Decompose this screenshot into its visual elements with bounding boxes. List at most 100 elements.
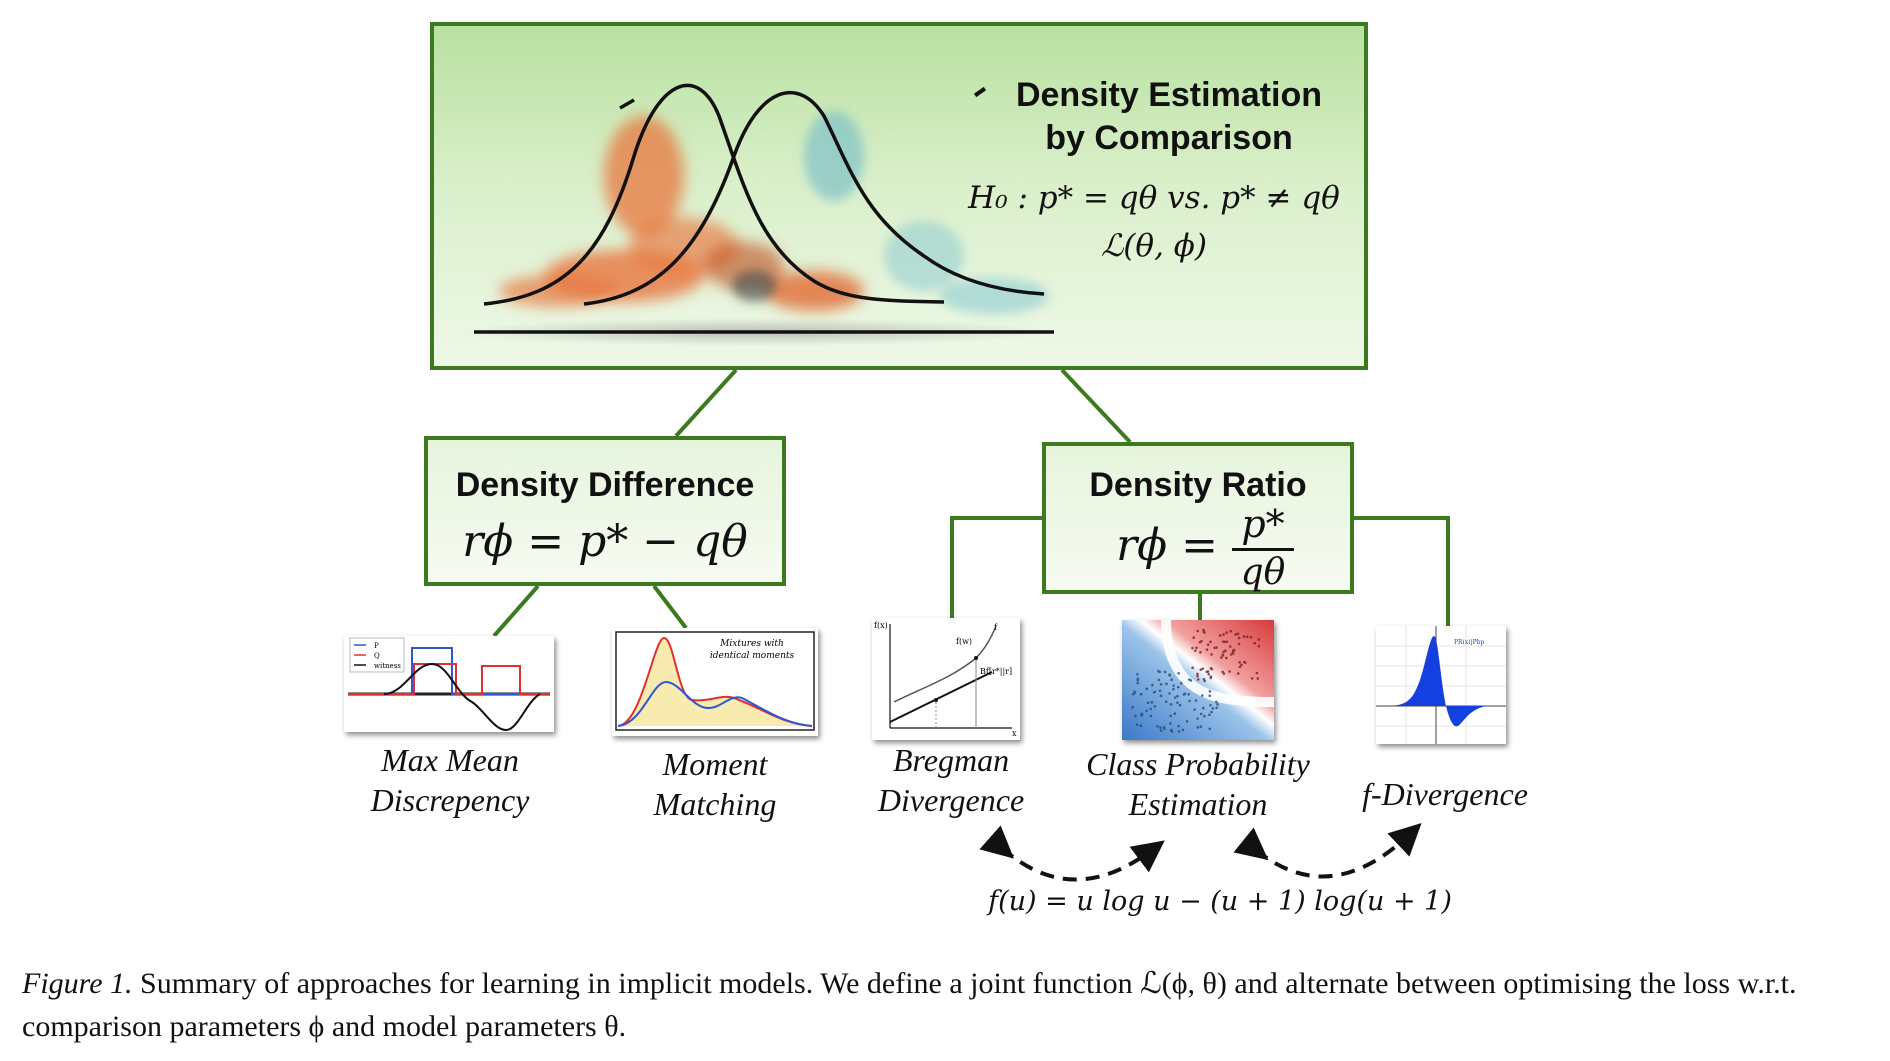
scatter-point-blue	[1140, 712, 1144, 716]
scatter-point-blue	[1209, 703, 1212, 707]
scatter-point-blue	[1188, 699, 1191, 703]
moment-thumbnail: Mixtures with identical moments	[612, 628, 818, 736]
scatter-point-blue	[1157, 678, 1161, 682]
scatter-point-red	[1205, 648, 1209, 651]
fdiv-thumb-label: PR(x)|Pbp	[1454, 639, 1485, 646]
scatter-point-blue	[1131, 705, 1134, 709]
scatter-point-blue	[1156, 724, 1159, 728]
equivalence-formula: f(u) = u log u − (u + 1) log(u + 1)	[988, 886, 1452, 917]
scatter-point-red	[1228, 645, 1232, 648]
scatter-point-blue	[1168, 674, 1172, 677]
legend-witness: witness	[374, 662, 401, 670]
fdiv-thumbnail: PR(x)|Pbp	[1376, 626, 1506, 744]
scatter-point-blue	[1151, 683, 1154, 687]
scatter-point-blue	[1159, 729, 1163, 732]
scatter-point-blue	[1162, 725, 1166, 729]
scatter-point-blue	[1163, 670, 1167, 674]
scatter-point-red	[1243, 660, 1246, 664]
scatter-point-blue	[1131, 692, 1135, 696]
scatter-point-red	[1191, 646, 1194, 650]
scatter-point-red	[1191, 666, 1194, 670]
scatter-point-blue	[1139, 724, 1143, 728]
connector-mmd	[492, 584, 540, 638]
scatter-point-red	[1236, 632, 1240, 636]
scatter-point-blue	[1173, 696, 1177, 699]
scatter-point-blue	[1176, 701, 1179, 704]
scatter-point-red	[1207, 672, 1211, 676]
scatter-point-blue	[1215, 700, 1218, 704]
scatter-point-blue	[1193, 708, 1196, 711]
scatter-point-blue	[1209, 675, 1213, 678]
scatter-point-red	[1257, 644, 1261, 648]
scatter-point-blue	[1159, 694, 1163, 698]
scatter-point-blue	[1168, 692, 1171, 695]
scatter-point-blue	[1196, 717, 1199, 720]
connector-fdiv	[1354, 516, 1450, 626]
scatter-point-blue	[1134, 714, 1137, 718]
bregman-fw: f(w)	[956, 637, 972, 646]
scatter-point-red	[1222, 650, 1225, 654]
scatter-point-red	[1225, 656, 1228, 660]
scatter-point-blue	[1164, 700, 1168, 703]
scatter-point-blue	[1170, 730, 1174, 733]
scatter-point-blue	[1159, 726, 1162, 729]
scatter-point-blue	[1177, 724, 1180, 728]
scatter-point-red	[1234, 633, 1237, 636]
scatter-point-blue	[1189, 679, 1193, 682]
arrow-classprob-fdiv	[1233, 822, 1422, 879]
scatter-point-blue	[1135, 723, 1139, 726]
scatter-point-red	[1222, 672, 1226, 675]
figure-caption: Figure 1. Summary of approaches for lear…	[22, 962, 1882, 1048]
connector-top-left	[674, 368, 738, 438]
bregman-thumbnail: f(x) f(w) f Bf[r*||r] x	[872, 618, 1020, 740]
scatter-point-blue	[1150, 701, 1154, 704]
legend-p: P	[374, 642, 379, 650]
scatter-point-blue	[1176, 694, 1179, 698]
scatter-point-blue	[1173, 712, 1177, 715]
scatter-point-red	[1256, 677, 1260, 680]
scatter-point-blue	[1172, 684, 1175, 687]
scatter-point-blue	[1153, 704, 1157, 708]
scatter-point-red	[1255, 671, 1259, 675]
density-ratio-heading: Density Ratio	[1089, 466, 1307, 504]
mmd-thumbnail: P Q witness	[344, 636, 554, 732]
scatter-point-blue	[1170, 678, 1173, 682]
scatter-point-red	[1228, 670, 1231, 673]
scatter-point-blue	[1203, 679, 1207, 683]
moment-label-line1: Moment	[662, 746, 768, 782]
caption-text: Summary of approaches for learning in im…	[22, 967, 1797, 1043]
density-illustration	[454, 83, 1054, 346]
scatter-point-red	[1250, 677, 1254, 680]
scatter-point-red	[1199, 668, 1203, 671]
scatter-point-blue	[1149, 707, 1152, 711]
scatter-point-red	[1224, 649, 1227, 653]
figure-label: Figure 1.	[22, 967, 133, 1000]
mmd-label-line1: Max Mean	[381, 742, 519, 778]
scatter-point-blue	[1179, 682, 1183, 685]
scatter-point-red	[1242, 635, 1246, 638]
scatter-point-blue	[1146, 701, 1150, 705]
scatter-point-red	[1223, 640, 1227, 644]
scatter-point-red	[1238, 665, 1242, 669]
scatter-point-blue	[1203, 714, 1206, 718]
moment-thumb-text1: Mixtures with	[719, 639, 784, 649]
class-prob-label-line2: Estimation	[1128, 786, 1268, 822]
scatter-point-blue	[1208, 694, 1212, 698]
moment-label-line2: Matching	[653, 786, 777, 822]
scatter-point-blue	[1136, 681, 1140, 685]
scatter-point-blue	[1210, 710, 1213, 714]
scatter-point-red	[1213, 646, 1216, 650]
scatter-point-blue	[1183, 692, 1187, 696]
scatter-point-red	[1196, 678, 1200, 681]
scatter-point-red	[1209, 640, 1212, 644]
scatter-point-red	[1220, 656, 1223, 659]
scatter-point-blue	[1169, 714, 1172, 718]
connector-top-right	[1060, 368, 1132, 444]
scatter-point-red	[1200, 639, 1203, 643]
scatter-point-red	[1201, 667, 1205, 670]
scatter-point-blue	[1199, 725, 1203, 729]
bregman-label-line1: Bregman	[892, 742, 1010, 778]
connector-moment	[652, 584, 688, 630]
scatter-point-red	[1196, 629, 1200, 633]
scatter-point-blue	[1145, 709, 1148, 713]
